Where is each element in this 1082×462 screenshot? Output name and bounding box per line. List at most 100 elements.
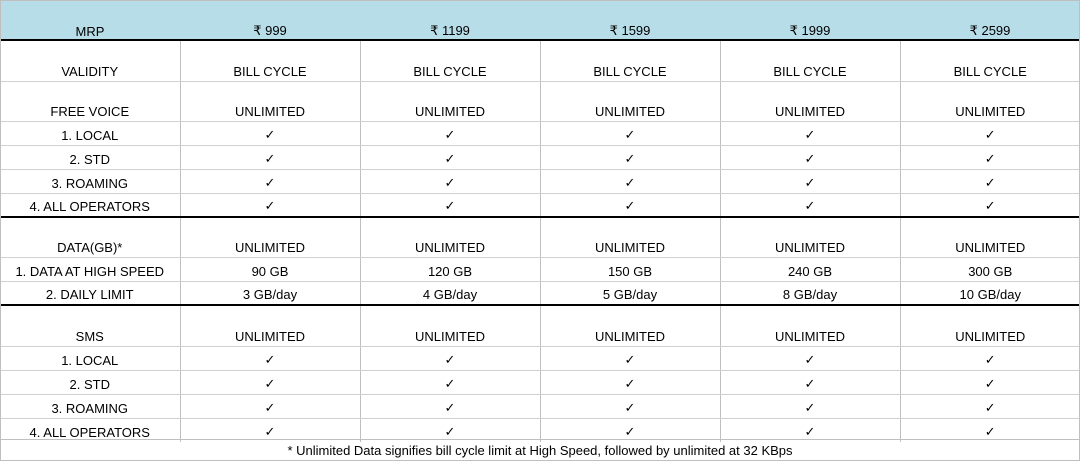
- checkmark-icon: ✓: [179, 145, 360, 170]
- cell-value: 300 GB: [899, 257, 1080, 282]
- checkmark-icon: ✓: [899, 346, 1080, 371]
- cell-value: BILL CYCLE: [719, 40, 900, 82]
- checkmark-icon: ✓: [359, 121, 540, 146]
- row-label: 3. ROAMING: [0, 169, 180, 194]
- row-validity: VALIDITY BILL CYCLE BILL CYCLE BILL CYCLE BI…: [0, 40, 1080, 82]
- checkmark-icon: ✓: [179, 418, 360, 442]
- cell-value: UNLIMITED: [899, 305, 1080, 347]
- checkmark-icon: ✓: [719, 418, 900, 442]
- cell-value: BILL CYCLE: [179, 40, 360, 82]
- row-label: 4. ALL OPERATORS: [0, 193, 180, 218]
- cell-value: UNLIMITED: [359, 305, 540, 347]
- cell-value: 150 GB: [539, 257, 720, 282]
- row-label: 4. ALL OPERATORS: [29, 425, 150, 440]
- cell-value: UNLIMITED: [539, 305, 720, 347]
- checkmark-icon: ✓: [359, 418, 540, 442]
- header-row: MRP ₹ 999 ₹ 1199 ₹ 1599 ₹ 1999 ₹ 2599: [0, 0, 1080, 41]
- cell-value: UNLIMITED: [179, 217, 360, 258]
- cell-value: UNLIMITED: [359, 81, 540, 122]
- cell-value: 5 GB/day: [539, 281, 720, 306]
- cell-value: 4 GB/day: [359, 281, 540, 306]
- row-label: SMS: [0, 305, 180, 347]
- cell-value: 120 GB: [359, 257, 540, 282]
- checkmark-icon: ✓: [359, 169, 540, 194]
- cell-value: UNLIMITED: [899, 81, 1080, 122]
- row-label: 1. DATA AT HIGH SPEED: [0, 257, 180, 282]
- checkmark-icon: ✓: [719, 169, 900, 194]
- checkmark-icon: ✓: [539, 193, 720, 218]
- cell-value: 8 GB/day: [719, 281, 900, 306]
- checkmark-icon: ✓: [719, 394, 900, 419]
- row-label: 2. STD: [0, 370, 180, 395]
- price-3: ₹ 1599: [540, 0, 720, 41]
- price-4: ₹ 1999: [720, 0, 900, 41]
- checkmark-icon: ✓: [899, 418, 1080, 442]
- checkmark-icon: ✓: [359, 346, 540, 371]
- cell-value: BILL CYCLE: [899, 40, 1080, 82]
- cell-value: UNLIMITED: [719, 217, 900, 258]
- row-label: 1. LOCAL: [0, 121, 180, 146]
- checkmark-icon: ✓: [539, 346, 720, 371]
- row-label: 2. STD: [0, 145, 180, 170]
- checkmark-icon: ✓: [899, 394, 1080, 419]
- row-voice-all: 4. ALL OPERATORS ✓ ✓ ✓ ✓ ✓: [0, 193, 1080, 218]
- price-1: ₹ 999: [180, 0, 360, 41]
- checkmark-icon: ✓: [539, 169, 720, 194]
- checkmark-icon: ✓: [179, 121, 360, 146]
- checkmark-icon: ✓: [179, 169, 360, 194]
- cell-value: UNLIMITED: [539, 217, 720, 258]
- checkmark-icon: ✓: [719, 370, 900, 395]
- checkmark-icon: ✓: [899, 370, 1080, 395]
- checkmark-icon: ✓: [179, 193, 360, 218]
- cell-value: UNLIMITED: [539, 81, 720, 122]
- row-sms: SMS UNLIMITED UNLIMITED UNLIMITED UNLIMITED U…: [0, 305, 1080, 347]
- cell-value: BILL CYCLE: [539, 40, 720, 82]
- row-label: FREE VOICE: [0, 81, 180, 122]
- checkmark-icon: ✓: [179, 394, 360, 419]
- cell-value: UNLIMITED: [359, 217, 540, 258]
- cell-value: UNLIMITED: [179, 81, 360, 122]
- cell-value: 90 GB: [179, 257, 360, 282]
- mrp-label: MRP: [0, 0, 180, 41]
- checkmark-icon: ✓: [539, 394, 720, 419]
- cell-value: 3 GB/day: [179, 281, 360, 306]
- checkmark-icon: ✓: [179, 346, 360, 371]
- cell-value: BILL CYCLE: [359, 40, 540, 82]
- row-label: DATA(GB)*: [0, 217, 180, 258]
- row-label: 1. LOCAL: [0, 346, 180, 371]
- checkmark-icon: ✓: [359, 394, 540, 419]
- checkmark-icon: ✓: [899, 121, 1080, 146]
- checkmark-icon: ✓: [359, 145, 540, 170]
- price-2: ₹ 1199: [360, 0, 540, 41]
- row-sms-local: 1. LOCAL ✓ ✓ ✓ ✓ ✓: [0, 346, 1080, 371]
- checkmark-icon: ✓: [179, 370, 360, 395]
- checkmark-icon: ✓: [359, 370, 540, 395]
- row-label: 3. ROAMING: [0, 394, 180, 419]
- row-voice-local: 1. LOCAL ✓ ✓ ✓ ✓ ✓: [0, 121, 1080, 146]
- footnote: * Unlimited Data signifies bill cycle li…: [0, 439, 1080, 462]
- row-data-daily: 2. DAILY LIMIT 3 GB/day 4 GB/day 5 GB/day 8 …: [0, 281, 1080, 306]
- row-data-high: 1. DATA AT HIGH SPEED 90 GB 120 GB 150 GB 24…: [0, 257, 1080, 282]
- checkmark-icon: ✓: [899, 193, 1080, 218]
- row-data: DATA(GB)* UNLIMITED UNLIMITED UNLIMITED UNLI…: [0, 217, 1080, 258]
- checkmark-icon: ✓: [539, 418, 720, 442]
- cell-value: UNLIMITED: [719, 305, 900, 347]
- row-label: VALIDITY: [0, 40, 180, 82]
- checkmark-icon: ✓: [719, 121, 900, 146]
- cell-value: UNLIMITED: [179, 305, 360, 347]
- checkmark-icon: ✓: [719, 346, 900, 371]
- checkmark-icon: ✓: [539, 145, 720, 170]
- checkmark-icon: ✓: [719, 145, 900, 170]
- row-sms-all: 4. ALL OPERATORS ✓ ✓ ✓ ✓ ✓: [0, 418, 1080, 442]
- cell-value: UNLIMITED: [899, 217, 1080, 258]
- checkmark-icon: ✓: [359, 193, 540, 218]
- price-5: ₹ 2599: [900, 0, 1080, 41]
- cell-value: 240 GB: [719, 257, 900, 282]
- checkmark-icon: ✓: [899, 145, 1080, 170]
- checkmark-icon: ✓: [899, 169, 1080, 194]
- row-voice-roaming: 3. ROAMING ✓ ✓ ✓ ✓ ✓: [0, 169, 1080, 194]
- checkmark-icon: ✓: [719, 193, 900, 218]
- row-label: 2. DAILY LIMIT: [0, 281, 180, 306]
- row-sms-roaming: 3. ROAMING ✓ ✓ ✓ ✓ ✓: [0, 394, 1080, 419]
- checkmark-icon: ✓: [539, 121, 720, 146]
